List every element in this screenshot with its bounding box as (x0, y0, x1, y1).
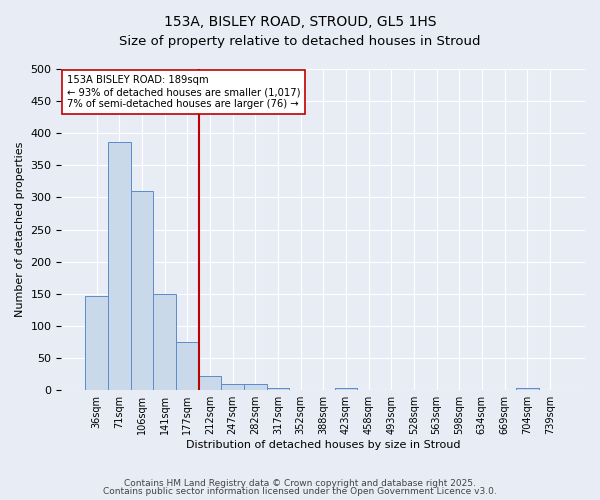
Bar (199, 376, 221, 390)
Y-axis label: Number of detached properties: Number of detached properties (15, 142, 25, 318)
Bar (244, 384, 266, 390)
Text: Contains public sector information licensed under the Open Government Licence v3: Contains public sector information licen… (103, 487, 497, 496)
X-axis label: Distribution of detached houses by size in Stroud: Distribution of detached houses by size … (186, 440, 460, 450)
Bar (221, 384, 244, 390)
Text: Contains HM Land Registry data © Crown copyright and database right 2025.: Contains HM Land Registry data © Crown c… (124, 478, 476, 488)
Bar (153, 294, 176, 390)
Bar (176, 342, 199, 390)
Text: Size of property relative to detached houses in Stroud: Size of property relative to detached ho… (119, 35, 481, 48)
Text: 153A BISLEY ROAD: 189sqm
← 93% of detached houses are smaller (1,017)
7% of semi: 153A BISLEY ROAD: 189sqm ← 93% of detach… (67, 76, 300, 108)
Text: 153A, BISLEY ROAD, STROUD, GL5 1HS: 153A, BISLEY ROAD, STROUD, GL5 1HS (164, 15, 436, 29)
Bar (335, 388, 357, 390)
Bar (131, 191, 153, 390)
Bar (516, 388, 539, 390)
Bar (266, 388, 289, 390)
Bar (85, 296, 108, 390)
Bar (108, 142, 131, 390)
